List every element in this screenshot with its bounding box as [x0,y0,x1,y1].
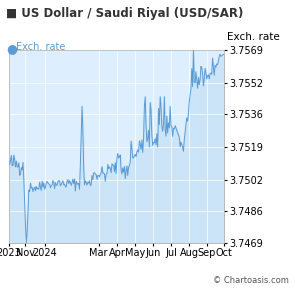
Text: ●: ● [6,42,17,55]
Text: ■ US Dollar / Saudi Riyal (USD/SAR): ■ US Dollar / Saudi Riyal (USD/SAR) [6,7,243,20]
Text: Exch. rate: Exch. rate [16,42,65,52]
Text: Exch. rate: Exch. rate [227,32,280,42]
Text: © Chartoasis.com: © Chartoasis.com [213,276,289,285]
